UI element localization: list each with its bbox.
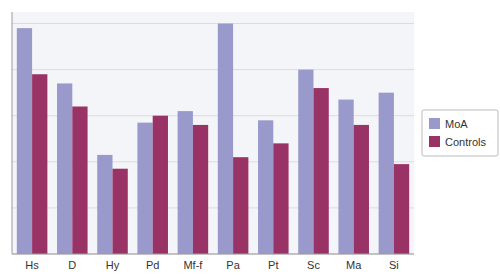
grid-line bbox=[12, 254, 414, 255]
bar bbox=[258, 120, 273, 254]
bar bbox=[97, 155, 112, 254]
grid-line bbox=[12, 69, 414, 70]
page: {"chart_data": {"type": "bar", "categori… bbox=[0, 0, 500, 280]
legend-swatch bbox=[429, 118, 440, 129]
x-tick-label: D bbox=[68, 259, 76, 271]
legend-box bbox=[422, 110, 498, 156]
bar bbox=[193, 125, 208, 254]
x-tick-label: Hy bbox=[106, 259, 120, 271]
bar bbox=[273, 143, 288, 254]
grid-line bbox=[12, 23, 414, 24]
plot-background bbox=[12, 12, 414, 254]
x-tick-label: Mf-f bbox=[183, 259, 203, 271]
bar bbox=[233, 157, 248, 254]
bar bbox=[113, 169, 128, 254]
x-tick-label: Ma bbox=[346, 259, 362, 271]
y-axis-line bbox=[12, 12, 13, 254]
bar bbox=[72, 106, 87, 254]
bar bbox=[298, 70, 313, 254]
bar bbox=[394, 164, 409, 254]
x-tick-label: Pd bbox=[146, 259, 159, 271]
legend-swatch bbox=[429, 136, 440, 147]
bar bbox=[354, 125, 369, 254]
chart-container: Hs D Hy Pd Mf-f Pa Pt Sc Ma Si MoA Controls bbox=[0, 0, 500, 280]
bar bbox=[338, 100, 353, 254]
bar bbox=[314, 88, 329, 254]
bar bbox=[137, 123, 152, 254]
x-tick-label: Hs bbox=[25, 259, 39, 271]
bar bbox=[218, 24, 233, 254]
x-tick-label: Si bbox=[389, 259, 399, 271]
legend-label: Controls bbox=[445, 136, 486, 148]
bar bbox=[57, 83, 72, 254]
bar bbox=[153, 116, 168, 254]
legend-label: MoA bbox=[445, 118, 468, 130]
bar bbox=[379, 93, 394, 254]
x-tick-label: Pa bbox=[226, 259, 240, 271]
chart-svg: Hs D Hy Pd Mf-f Pa Pt Sc Ma Si MoA Controls bbox=[0, 0, 500, 280]
bars bbox=[17, 24, 409, 254]
legend: MoA Controls bbox=[422, 110, 498, 156]
x-tick-label: Pt bbox=[268, 259, 278, 271]
bar bbox=[32, 74, 47, 254]
x-axis-line bbox=[12, 254, 414, 255]
x-tick-label: Sc bbox=[307, 259, 320, 271]
bar bbox=[17, 28, 32, 254]
bar bbox=[178, 111, 193, 254]
